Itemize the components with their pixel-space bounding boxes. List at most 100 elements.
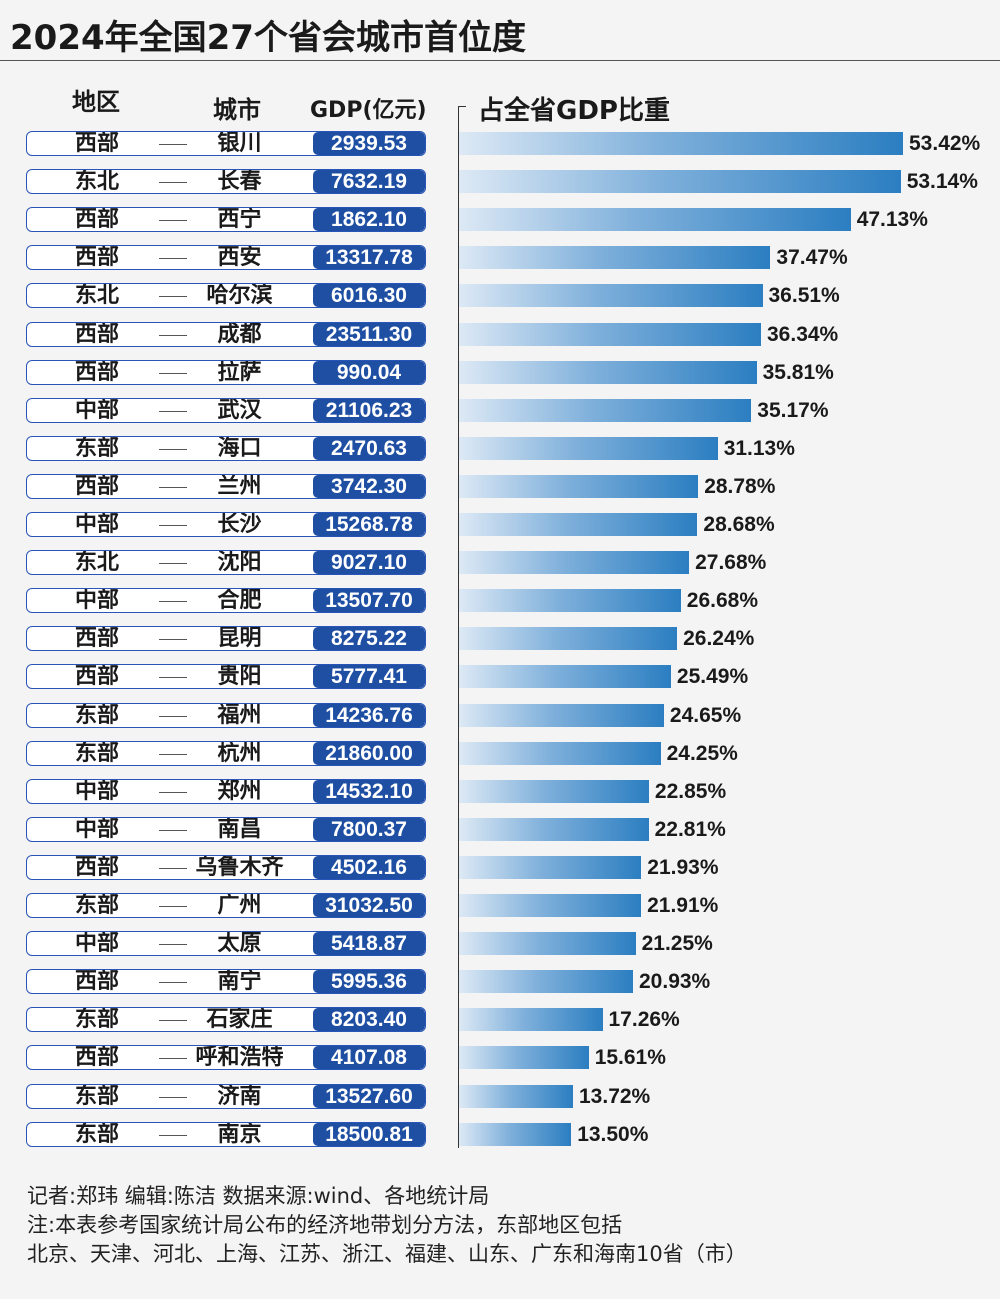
city-label: 杭州 xyxy=(217,740,262,766)
connector-dash xyxy=(159,372,187,374)
gdp-value: 5995.36 xyxy=(313,970,425,994)
row-label-pill: 中部 合肥 13507.70 xyxy=(26,588,426,614)
gdp-value: 6016.30 xyxy=(313,284,425,308)
region-label: 东部 xyxy=(75,1007,120,1033)
row-label-pill: 西部 西宁 1862.10 xyxy=(26,207,426,233)
city-label: 南京 xyxy=(217,1121,262,1147)
region-label: 中部 xyxy=(75,931,120,957)
table-row: 西部 贵阳 5777.41 25.49% xyxy=(0,664,1000,691)
connector-dash xyxy=(159,563,187,565)
connector-dash xyxy=(159,448,187,450)
page-title: 2024年全国27个省会城市首位度 xyxy=(10,18,526,58)
table-row: 东部 杭州 21860.00 24.25% xyxy=(0,740,1000,768)
connector-dash xyxy=(159,829,187,831)
connector-dash xyxy=(159,944,187,946)
table-row: 中部 武汉 21106.23 35.17% xyxy=(0,397,1000,425)
row-label-pill: 西部 银川 2939.53 xyxy=(26,131,426,156)
region-label: 中部 xyxy=(75,816,120,842)
footer-credits: 记者:郑玮 编辑:陈洁 数据来源:wind、各地统计局 xyxy=(27,1184,490,1208)
row-label-pill: 西部 南宁 5995.36 xyxy=(26,969,426,995)
gdp-value: 15268.78 xyxy=(313,513,425,536)
header-gdp: GDP(亿元) xyxy=(310,98,427,123)
bar xyxy=(459,779,649,803)
gdp-value: 4502.16 xyxy=(313,855,425,879)
data-label: 28.78% xyxy=(704,474,776,498)
connector-dash xyxy=(159,486,187,488)
connector-dash xyxy=(159,1134,187,1136)
connector-dash xyxy=(159,791,187,793)
bar xyxy=(459,474,699,498)
bar xyxy=(459,436,718,460)
bar xyxy=(459,741,661,765)
data-label: 24.25% xyxy=(666,741,738,765)
connector-dash xyxy=(159,220,187,222)
connector-dash xyxy=(159,525,187,526)
connector-dash xyxy=(159,867,187,869)
region-label: 西部 xyxy=(75,969,120,995)
table-row: 西部 兰州 3742.30 28.78% xyxy=(0,473,1000,501)
bar xyxy=(459,322,761,346)
gdp-value: 5418.87 xyxy=(313,932,425,956)
table-row: 西部 成都 23511.30 36.34% xyxy=(0,321,1000,349)
connector-dash xyxy=(159,1058,187,1060)
table-row: 东北 长春 7632.19 53.14% xyxy=(0,169,1000,196)
city-label: 贵阳 xyxy=(217,664,262,690)
table-row: 东部 南京 18500.81 13.50% xyxy=(0,1121,1000,1149)
table-row: 中部 合肥 13507.70 26.68% xyxy=(0,588,1000,615)
data-label: 27.68% xyxy=(695,551,767,575)
row-label-pill: 西部 乌鲁木齐 4502.16 xyxy=(26,854,426,880)
region-label: 东北 xyxy=(75,283,120,309)
city-label: 太原 xyxy=(217,931,262,957)
connector-dash xyxy=(159,296,187,298)
connector-dash xyxy=(159,1020,187,1022)
table-row: 中部 南昌 7800.37 22.81% xyxy=(0,816,1000,844)
data-label: 13.50% xyxy=(577,1122,649,1146)
city-label: 呼和浩特 xyxy=(195,1045,284,1071)
city-label: 石家庄 xyxy=(206,1007,273,1033)
data-label: 25.49% xyxy=(676,665,749,689)
row-label-pill: 西部 兰州 3742.30 xyxy=(26,473,426,499)
region-label: 东部 xyxy=(75,1121,120,1147)
data-label: 20.93% xyxy=(639,970,711,994)
region-label: 西部 xyxy=(75,854,120,880)
connector-dash xyxy=(159,334,187,336)
row-label-pill: 西部 西安 13317.78 xyxy=(26,245,426,271)
table-row: 东北 沈阳 9027.10 27.68% xyxy=(0,550,1000,577)
row-label-pill: 东部 济南 13527.60 xyxy=(26,1083,426,1109)
gdp-value: 21106.23 xyxy=(313,398,425,422)
city-label: 昆明 xyxy=(217,626,262,652)
city-label: 银川 xyxy=(217,131,262,156)
data-label: 15.61% xyxy=(594,1046,666,1070)
connector-dash xyxy=(159,906,187,907)
gdp-value: 21860.00 xyxy=(313,741,425,765)
table-row: 西部 西安 13317.78 37.47% xyxy=(0,245,1000,272)
city-label: 哈尔滨 xyxy=(206,283,273,309)
gdp-value: 18500.81 xyxy=(313,1122,425,1146)
bar xyxy=(459,284,763,308)
bar xyxy=(459,360,757,384)
gdp-value: 13507.70 xyxy=(313,589,425,613)
region-label: 中部 xyxy=(75,397,120,423)
city-label: 海口 xyxy=(217,435,262,461)
gdp-value: 7800.37 xyxy=(313,817,425,841)
city-label: 合肥 xyxy=(217,588,262,614)
title-divider xyxy=(0,60,1000,61)
bar xyxy=(459,132,903,155)
city-label: 武汉 xyxy=(217,397,262,423)
data-label: 31.13% xyxy=(723,436,795,460)
row-label-pill: 中部 郑州 14532.10 xyxy=(26,778,426,804)
region-label: 西部 xyxy=(75,207,120,233)
city-label: 广州 xyxy=(217,893,262,918)
city-label: 长春 xyxy=(217,169,262,195)
row-label-pill: 东部 南京 18500.81 xyxy=(26,1121,426,1147)
connector-dash xyxy=(159,601,187,603)
city-label: 乌鲁木齐 xyxy=(195,854,284,880)
table-row: 西部 银川 2939.53 53.42% xyxy=(0,131,1000,158)
gdp-value: 14236.76 xyxy=(313,703,425,727)
bar xyxy=(459,398,752,422)
data-label: 35.81% xyxy=(762,360,834,384)
table-row: 东北 哈尔滨 6016.30 36.51% xyxy=(0,283,1000,310)
region-label: 西部 xyxy=(75,473,120,499)
region-label: 西部 xyxy=(75,245,120,271)
row-label-pill: 东部 海口 2470.63 xyxy=(26,435,426,461)
